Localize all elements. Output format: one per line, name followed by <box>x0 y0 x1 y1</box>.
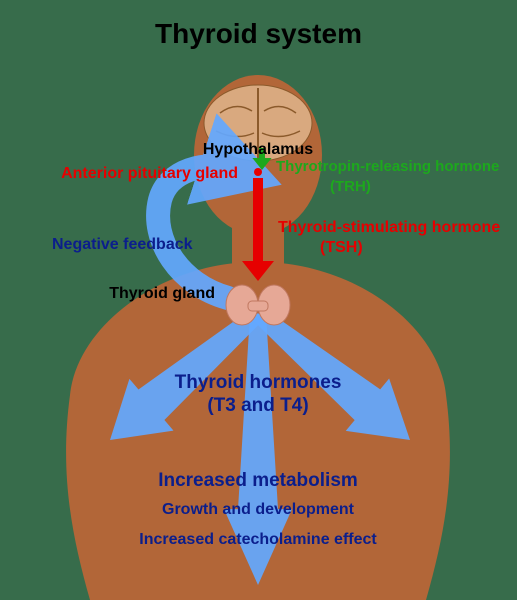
label-hypothalamus: Hypothalamus <box>203 140 313 159</box>
label-neg_feedback: Negative feedback <box>52 235 193 254</box>
label-th_line2: (T3 and T4) <box>207 395 308 418</box>
diagram-stage: Thyroid system HypothalamusThyrotropin-r… <box>0 0 517 600</box>
thyroid-isthmus <box>248 301 268 311</box>
label-th_line1: Thyroid hormones <box>175 372 342 395</box>
label-tsh_line1: Thyroid-stimulating hormone <box>278 218 500 237</box>
label-trh_line1: Thyrotropin-releasing hormone <box>276 158 499 176</box>
label-tsh_line2: (TSH) <box>320 238 363 257</box>
label-catechol: Increased catecholamine effect <box>139 530 376 549</box>
pituitary-dot <box>254 168 262 176</box>
label-trh_line2: (TRH) <box>330 178 371 196</box>
label-growth: Growth and development <box>162 500 354 519</box>
label-thyroid_gland: Thyroid gland <box>109 284 215 303</box>
label-ant_pit: Anterior pituitary gland <box>61 164 238 183</box>
label-metab: Increased metabolism <box>158 470 358 493</box>
diagram-title: Thyroid system <box>0 18 517 50</box>
